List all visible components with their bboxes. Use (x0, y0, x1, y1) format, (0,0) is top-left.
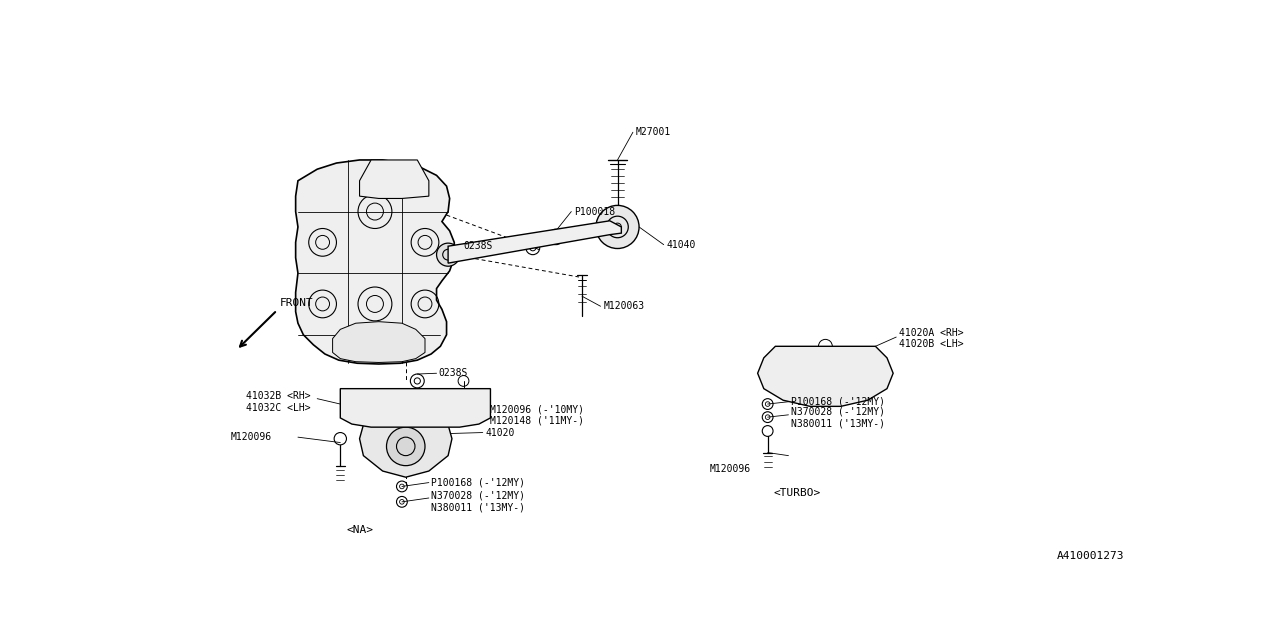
Text: M120096: M120096 (230, 432, 273, 442)
Polygon shape (758, 346, 893, 406)
Text: 41020: 41020 (485, 428, 515, 438)
Text: A410001273: A410001273 (1057, 551, 1124, 561)
Text: N370028 (-'12MY): N370028 (-'12MY) (431, 491, 525, 500)
Circle shape (868, 354, 883, 369)
Text: 0238S: 0238S (463, 241, 493, 251)
Text: M120148 ('11MY-): M120148 ('11MY-) (490, 416, 584, 426)
Text: M27001: M27001 (636, 127, 671, 137)
Text: <NA>: <NA> (347, 525, 374, 534)
Circle shape (436, 243, 460, 266)
Text: M120096 (-'10MY): M120096 (-'10MY) (490, 404, 584, 415)
Text: 0238S: 0238S (438, 368, 467, 378)
Text: 41040: 41040 (667, 239, 696, 250)
Text: P100168 (-'12MY): P100168 (-'12MY) (431, 477, 525, 488)
Text: 41020A <RH>: 41020A <RH> (899, 328, 963, 338)
Text: FRONT: FRONT (280, 298, 314, 308)
Polygon shape (340, 388, 490, 427)
Text: 41020B <LH>: 41020B <LH> (899, 339, 963, 349)
Polygon shape (360, 160, 429, 198)
Polygon shape (333, 322, 425, 362)
Circle shape (768, 354, 783, 369)
Text: N370028 (-'12MY): N370028 (-'12MY) (791, 407, 884, 417)
Text: P100018: P100018 (575, 207, 616, 216)
Text: 41032B <RH>: 41032B <RH> (246, 391, 311, 401)
Text: M120096: M120096 (710, 465, 751, 474)
Polygon shape (360, 425, 452, 477)
Polygon shape (296, 160, 454, 364)
Text: N380011 ('13MY-): N380011 ('13MY-) (791, 419, 884, 428)
Text: P100168 (-'12MY): P100168 (-'12MY) (791, 397, 884, 407)
Circle shape (803, 353, 849, 399)
Text: M120063: M120063 (604, 301, 645, 311)
Text: <TURBO>: <TURBO> (773, 488, 820, 498)
Polygon shape (448, 221, 621, 263)
Circle shape (596, 205, 639, 248)
Text: N380011 ('13MY-): N380011 ('13MY-) (431, 502, 525, 512)
Text: 41032C <LH>: 41032C <LH> (246, 403, 311, 413)
Circle shape (387, 427, 425, 466)
